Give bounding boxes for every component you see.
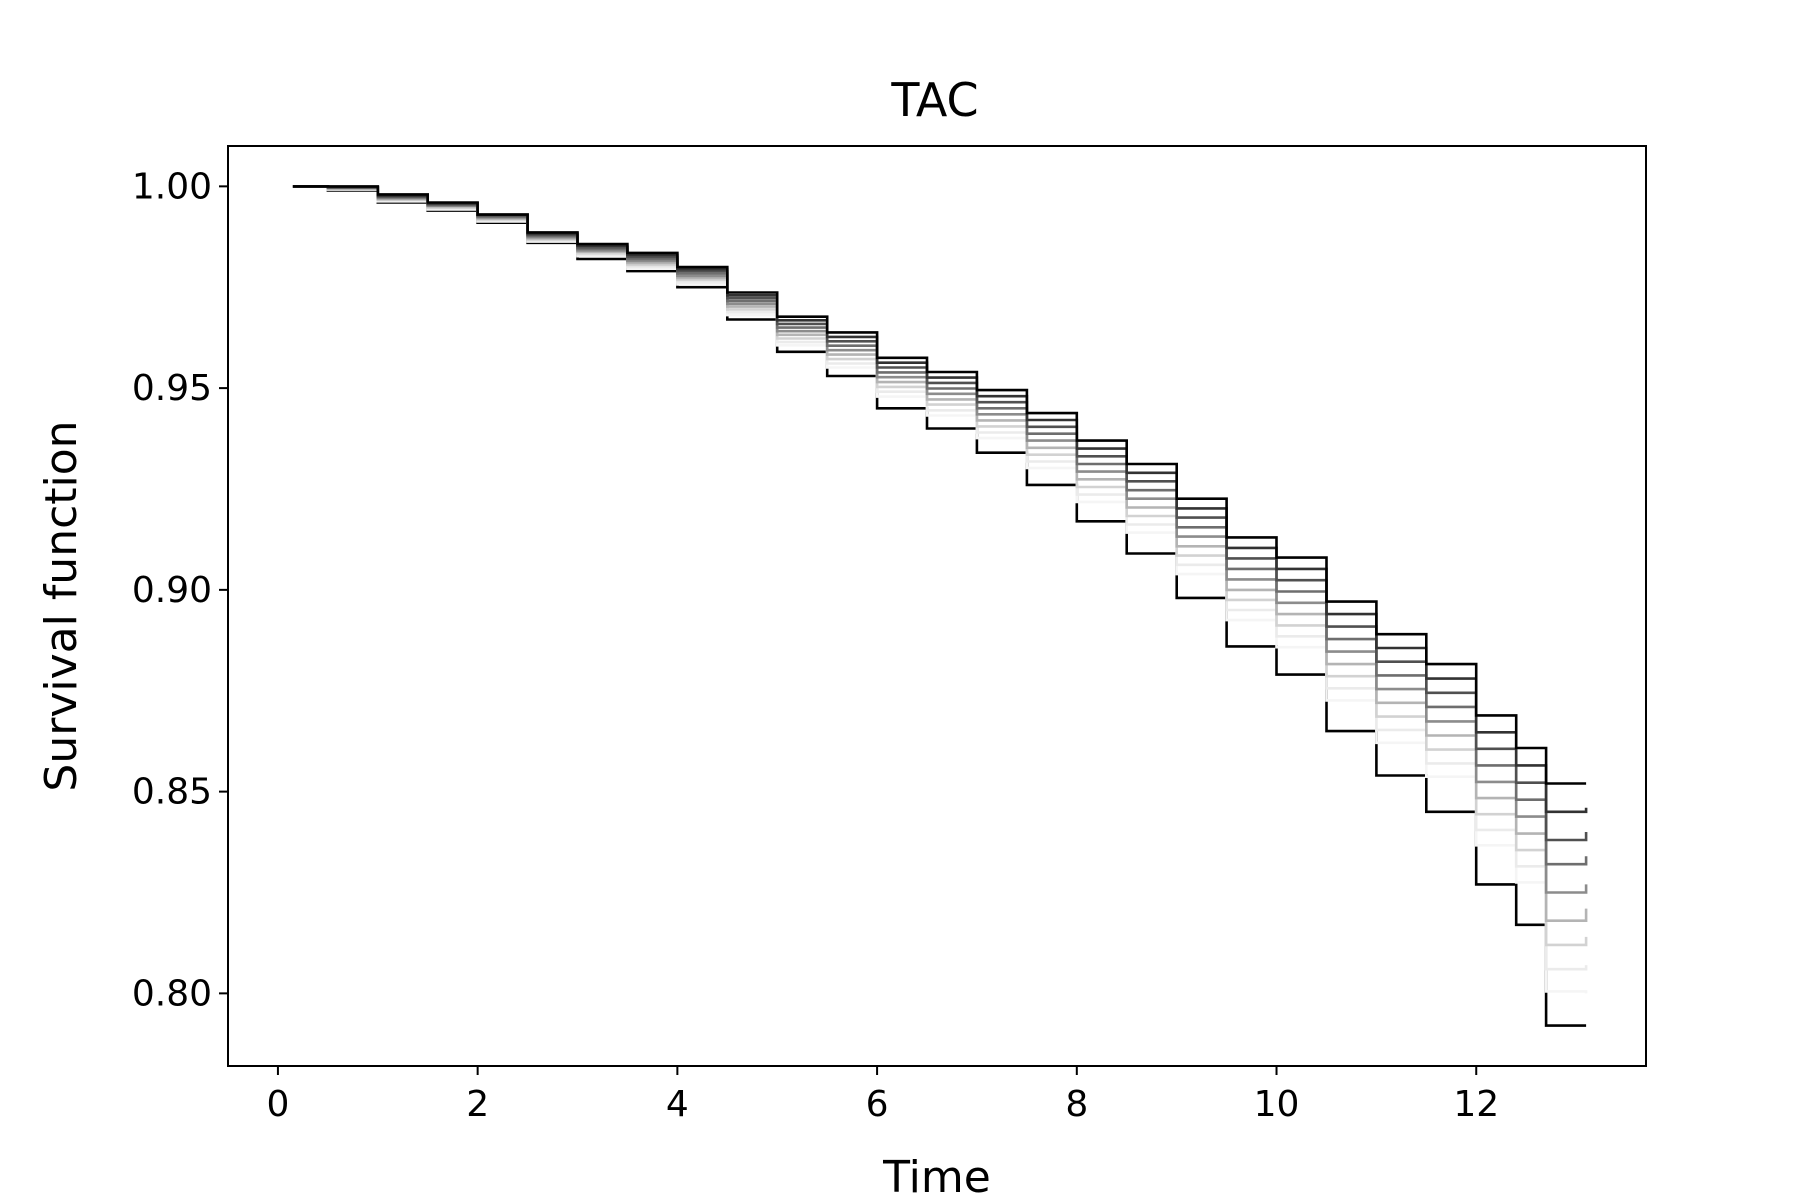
x-tick-label: 8 (1065, 1084, 1088, 1125)
y-tick-label: 0.80 (132, 973, 212, 1014)
chart-title: TAC (890, 73, 978, 127)
y-tick-label: 1.00 (132, 166, 212, 207)
x-tick-label: 0 (266, 1084, 289, 1125)
plot-frame (227, 145, 1647, 1067)
survival-curve-10 (292, 185, 1587, 785)
x-tick-label: 4 (666, 1084, 689, 1125)
ticks-layer: 0 2 4 6 8 10 12 0.80 0.85 0.90 0.95 1.00 (132, 166, 1499, 1125)
x-tick-label: 6 (866, 1084, 889, 1125)
y-tick-label: 0.85 (132, 772, 212, 813)
y-axis-title: Survival function (36, 420, 87, 791)
series-layer (292, 185, 1588, 1027)
x-tick-label: 2 (466, 1084, 489, 1125)
y-tick-label: 0.95 (132, 368, 212, 409)
x-tick-label: 12 (1453, 1084, 1499, 1125)
x-axis-title: Time (882, 1152, 991, 1200)
x-tick-label: 10 (1254, 1084, 1300, 1125)
y-tick-label: 0.90 (132, 570, 212, 611)
